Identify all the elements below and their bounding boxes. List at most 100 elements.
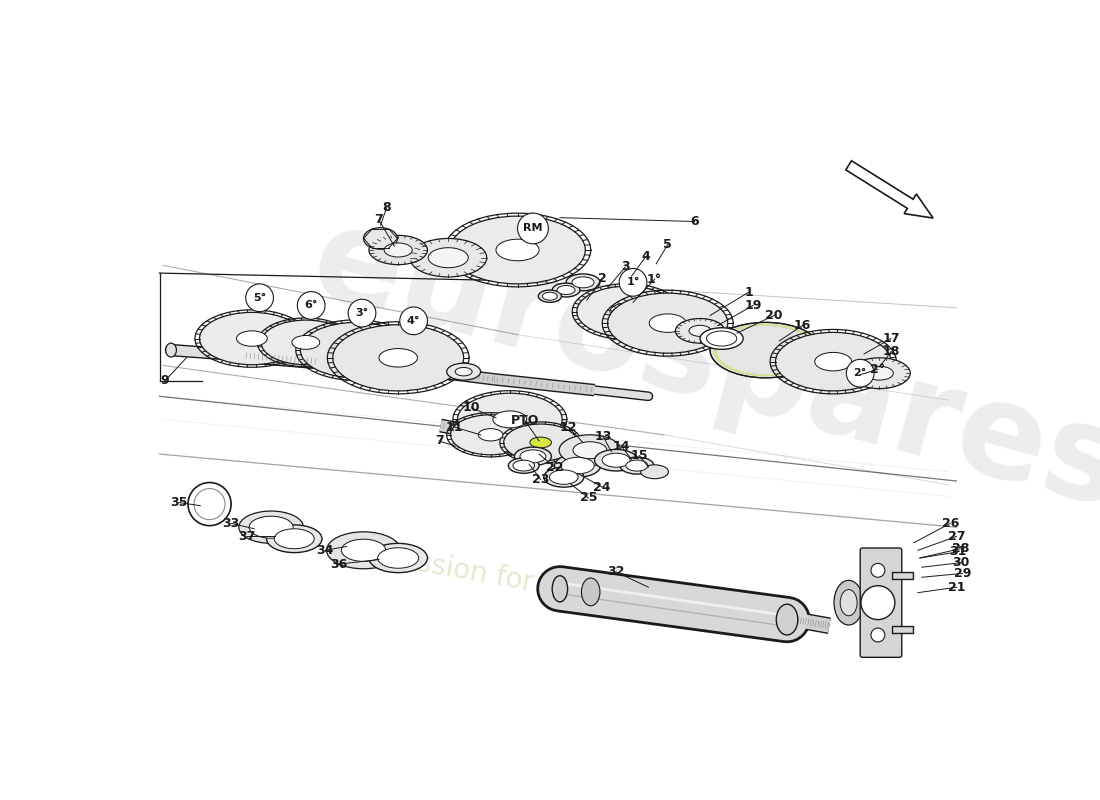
Ellipse shape <box>711 322 821 378</box>
Text: 37: 37 <box>238 530 255 543</box>
Text: 4: 4 <box>641 250 650 262</box>
Ellipse shape <box>538 290 561 302</box>
Ellipse shape <box>236 331 267 346</box>
Ellipse shape <box>368 235 428 265</box>
Text: 20: 20 <box>766 309 783 322</box>
Ellipse shape <box>700 328 744 350</box>
Ellipse shape <box>552 283 580 297</box>
Ellipse shape <box>849 358 911 389</box>
Ellipse shape <box>261 320 351 365</box>
Text: 1: 1 <box>745 286 752 299</box>
Text: 2: 2 <box>598 272 606 285</box>
Text: 11: 11 <box>446 421 463 434</box>
Ellipse shape <box>815 353 851 371</box>
Text: 17: 17 <box>882 332 900 345</box>
Ellipse shape <box>239 511 304 543</box>
Text: 14: 14 <box>613 440 630 453</box>
Ellipse shape <box>451 414 530 455</box>
Text: 2°: 2° <box>854 368 867 378</box>
Text: 7: 7 <box>434 434 443 447</box>
Text: 27: 27 <box>948 530 965 543</box>
Ellipse shape <box>713 324 818 377</box>
Ellipse shape <box>378 349 418 367</box>
Text: 22: 22 <box>546 461 563 474</box>
Ellipse shape <box>594 450 638 471</box>
Text: eurospares: eurospares <box>298 196 1100 535</box>
Text: 29: 29 <box>954 567 971 580</box>
Text: 1°: 1° <box>647 273 662 286</box>
Ellipse shape <box>377 548 419 568</box>
Ellipse shape <box>689 326 711 336</box>
Circle shape <box>871 563 884 578</box>
Circle shape <box>846 359 874 387</box>
Ellipse shape <box>250 516 293 538</box>
Circle shape <box>188 482 231 526</box>
Text: 13: 13 <box>594 430 612 443</box>
Text: a passion for parts since 1985: a passion for parts since 1985 <box>354 538 773 639</box>
Circle shape <box>399 307 428 334</box>
Ellipse shape <box>866 366 893 380</box>
Ellipse shape <box>572 277 594 288</box>
Text: 19: 19 <box>745 299 762 312</box>
Ellipse shape <box>717 326 814 374</box>
Text: 5°: 5° <box>253 293 266 302</box>
Text: 25: 25 <box>580 491 597 505</box>
Ellipse shape <box>675 318 725 343</box>
Ellipse shape <box>582 578 600 606</box>
Ellipse shape <box>549 470 579 484</box>
Ellipse shape <box>327 532 400 569</box>
Ellipse shape <box>573 442 607 458</box>
Text: 4°: 4° <box>407 316 420 326</box>
Ellipse shape <box>777 604 797 635</box>
Ellipse shape <box>300 322 411 378</box>
Text: 2°: 2° <box>870 363 886 376</box>
Text: 34: 34 <box>317 544 333 557</box>
Ellipse shape <box>834 580 864 625</box>
Ellipse shape <box>363 228 397 250</box>
Ellipse shape <box>166 343 176 357</box>
Text: 6: 6 <box>691 215 698 228</box>
Text: 3°: 3° <box>355 308 368 318</box>
Text: 31: 31 <box>949 546 967 558</box>
Text: 26: 26 <box>942 517 959 530</box>
Ellipse shape <box>840 590 857 616</box>
Ellipse shape <box>292 335 320 350</box>
Circle shape <box>861 586 895 619</box>
Ellipse shape <box>274 529 315 549</box>
Ellipse shape <box>559 435 620 466</box>
Text: 32: 32 <box>607 566 625 578</box>
Ellipse shape <box>493 411 527 428</box>
Ellipse shape <box>602 454 630 467</box>
Ellipse shape <box>384 243 412 257</box>
Text: 5: 5 <box>663 238 672 251</box>
Ellipse shape <box>530 437 551 448</box>
Ellipse shape <box>626 460 648 471</box>
Ellipse shape <box>332 325 464 391</box>
Ellipse shape <box>409 238 486 277</box>
Text: 12: 12 <box>560 421 578 434</box>
Text: RM: RM <box>524 223 542 234</box>
Text: 21: 21 <box>948 581 965 594</box>
Ellipse shape <box>339 342 373 358</box>
Text: PTO: PTO <box>512 414 539 427</box>
Text: 18: 18 <box>882 345 900 358</box>
Ellipse shape <box>561 458 594 474</box>
Ellipse shape <box>341 539 386 562</box>
Ellipse shape <box>520 450 546 463</box>
Circle shape <box>297 291 326 319</box>
Ellipse shape <box>576 286 676 337</box>
Circle shape <box>194 489 226 520</box>
Ellipse shape <box>543 467 584 487</box>
Ellipse shape <box>458 394 562 446</box>
Ellipse shape <box>733 334 798 366</box>
Ellipse shape <box>620 457 653 474</box>
Text: 1°: 1° <box>626 278 640 287</box>
Text: 16: 16 <box>794 319 811 332</box>
Text: 8: 8 <box>383 201 390 214</box>
Text: 7: 7 <box>375 214 383 226</box>
Ellipse shape <box>552 576 568 602</box>
Text: 15: 15 <box>630 449 648 462</box>
Ellipse shape <box>266 525 322 553</box>
Ellipse shape <box>504 424 578 461</box>
Text: 24: 24 <box>594 481 610 494</box>
